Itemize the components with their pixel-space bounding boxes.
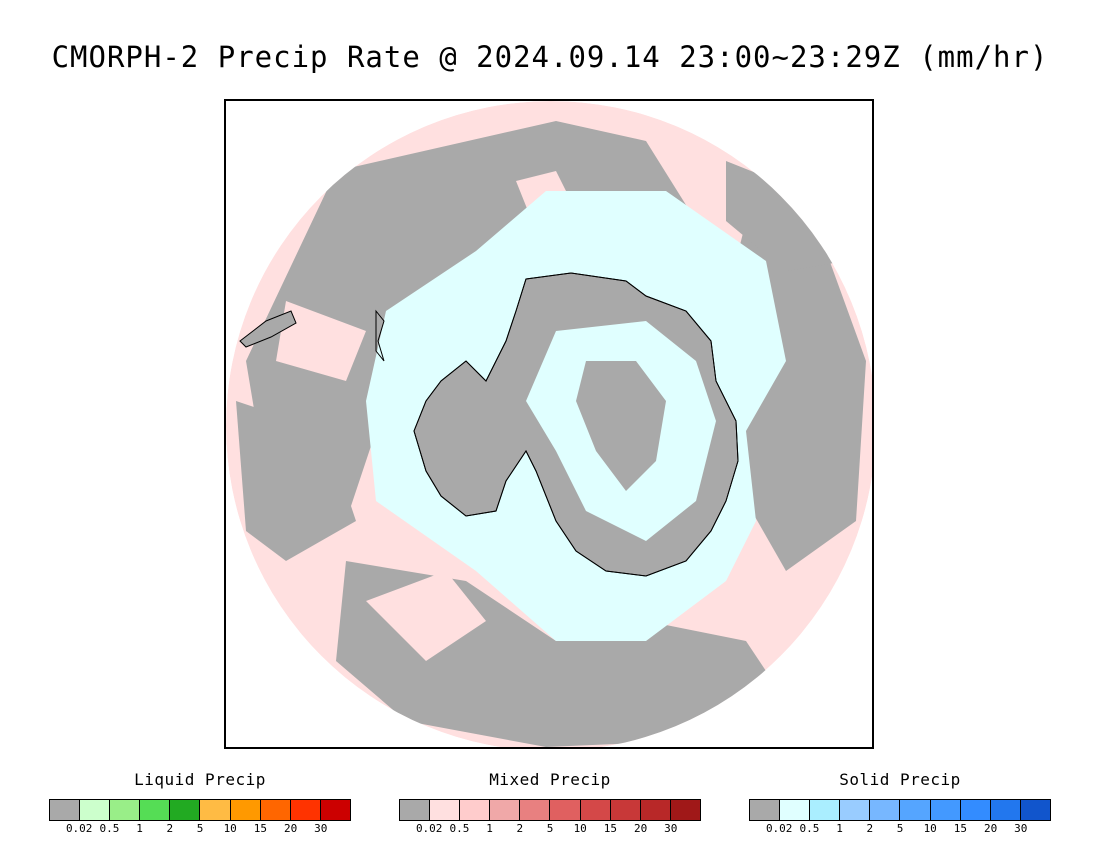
solid-swatch	[810, 800, 841, 820]
solid-tick-label: 20	[983, 822, 998, 835]
mixed-tick-labels: 0.02 0.5 1 2 5 10 15 20 30	[399, 822, 701, 836]
solid-swatch	[960, 800, 991, 820]
mixed-precip-legend: Mixed Precip 0.02 0.5 1 2 5 10 15 20 30	[399, 770, 701, 836]
solid-tick-label: 1	[836, 822, 843, 835]
liquid-swatch	[80, 800, 111, 820]
precip-map	[226, 101, 872, 747]
mixed-tick-label: 20	[633, 822, 648, 835]
mixed-swatch	[580, 800, 611, 820]
liquid-tick-label: 0.5	[99, 822, 120, 835]
mixed-swatch	[610, 800, 641, 820]
liquid-precip-legend: Liquid Precip 0.02 0.5 1 2 5 10 15 20 30	[49, 770, 351, 836]
mixed-tick-label: 0.5	[449, 822, 470, 835]
solid-swatch	[870, 800, 901, 820]
pink-patch-w	[276, 301, 366, 381]
mixed-tick-label: 1	[486, 822, 493, 835]
map-title: CMORPH-2 Precip Rate @ 2024.09.14 23:00~…	[51, 40, 1049, 74]
liquid-tick-label: 2	[166, 822, 174, 835]
solid-swatch	[990, 800, 1021, 820]
mixed-swatch	[400, 800, 431, 820]
mixed-swatch	[550, 800, 581, 820]
solid-swatch	[780, 800, 811, 820]
mixed-tick-label: 30	[664, 822, 678, 835]
solid-tick-label: 0.02	[765, 822, 793, 835]
mixed-tick-label: 15	[603, 822, 618, 835]
solid-swatch	[900, 800, 931, 820]
mixed-swatch	[430, 800, 461, 820]
south-america-coastline	[239, 310, 297, 348]
liquid-legend-title: Liquid Precip	[134, 770, 266, 789]
liquid-tick-label: 5	[196, 822, 204, 835]
mixed-swatch	[520, 800, 551, 820]
gray-region-ne	[726, 161, 846, 271]
liquid-swatch	[110, 800, 141, 820]
solid-swatch	[1020, 800, 1050, 820]
liquid-tick-label: 0.02	[65, 822, 93, 835]
liquid-swatch	[200, 800, 231, 820]
liquid-tick-label: 30	[314, 822, 328, 835]
liquid-swatch	[50, 800, 81, 820]
mixed-tick-label: 0.02	[415, 822, 443, 835]
liquid-swatch	[290, 800, 321, 820]
mixed-legend-title: Mixed Precip	[489, 770, 611, 789]
liquid-swatch	[140, 800, 171, 820]
solid-swatch	[750, 800, 781, 820]
liquid-tick-label: 15	[253, 822, 268, 835]
gray-region-w	[236, 401, 356, 561]
mixed-color-bar	[399, 799, 701, 821]
liquid-tick-labels: 0.02 0.5 1 2 5 10 15 20 30	[49, 822, 351, 836]
mixed-tick-label: 2	[516, 822, 524, 835]
mixed-swatch	[670, 800, 700, 820]
liquid-swatch	[230, 800, 261, 820]
liquid-swatch	[170, 800, 201, 820]
solid-tick-label: 30	[1014, 822, 1028, 835]
antarctica-coastline	[413, 272, 739, 577]
solid-swatch	[930, 800, 961, 820]
solid-tick-label: 5	[896, 822, 904, 835]
mixed-swatch	[640, 800, 671, 820]
solid-tick-label: 0.5	[799, 822, 820, 835]
pink-patch-s	[366, 571, 486, 661]
liquid-tick-label: 1	[136, 822, 143, 835]
liquid-color-bar	[49, 799, 351, 821]
solid-color-bar	[749, 799, 1051, 821]
mixed-tick-label: 5	[546, 822, 554, 835]
islands-coastline	[375, 309, 385, 362]
solid-tick-labels: 0.02 0.5 1 2 5 10 15 20 30	[749, 822, 1051, 836]
liquid-swatch	[260, 800, 291, 820]
solid-tick-label: 2	[866, 822, 874, 835]
solid-swatch	[840, 800, 871, 820]
liquid-swatch	[320, 800, 350, 820]
liquid-tick-label: 20	[283, 822, 298, 835]
mixed-swatch	[490, 800, 521, 820]
map-frame	[224, 99, 874, 749]
mixed-tick-label: 10	[573, 822, 587, 835]
antarctica-interior-gray	[576, 361, 666, 491]
liquid-trace-mark	[246, 301, 249, 304]
liquid-tick-label: 10	[223, 822, 237, 835]
solid-precip-legend: Solid Precip 0.02 0.5 1 2 5 10 15 20 30	[749, 770, 1051, 836]
solid-tick-label: 10	[923, 822, 937, 835]
mixed-swatch	[460, 800, 491, 820]
solid-tick-label: 15	[953, 822, 968, 835]
solid-legend-title: Solid Precip	[839, 770, 961, 789]
